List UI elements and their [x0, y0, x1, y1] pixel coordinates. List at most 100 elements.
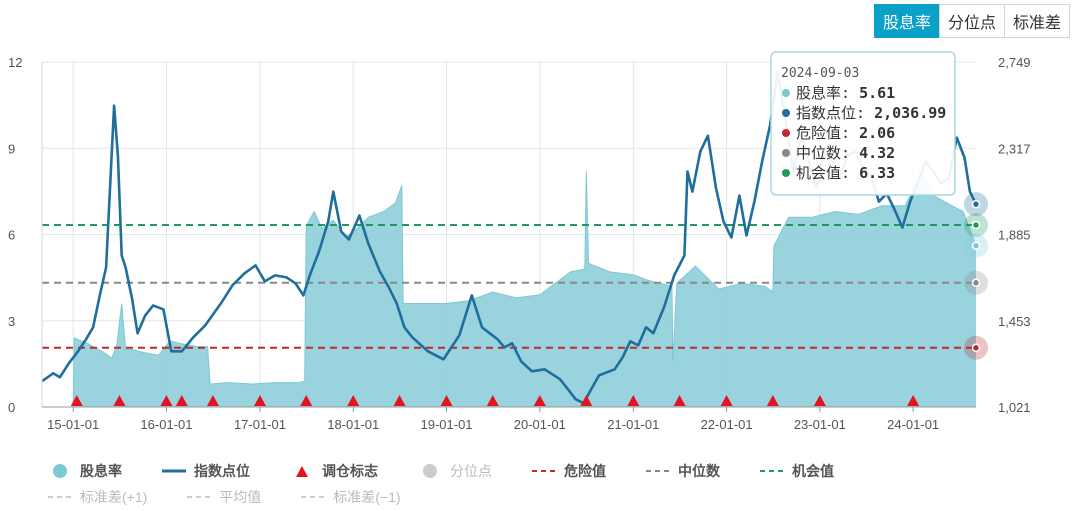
legend-label: 指数点位: [194, 463, 250, 479]
x-tick-label: 23-01-01: [794, 417, 846, 432]
legend-item[interactable]: 分位点: [418, 461, 492, 481]
legend-label: 分位点: [450, 463, 492, 479]
legend-dash-icon: [532, 470, 556, 472]
tooltip-label: 指数点位:: [796, 104, 874, 122]
end-point-markers: [964, 192, 988, 360]
legend-line-icon: [162, 469, 186, 473]
legend-item[interactable]: 调仓标志: [290, 461, 378, 481]
x-tick-label: 22-01-01: [701, 417, 753, 432]
rebalance-marker: [393, 395, 406, 406]
y-right-tick-label: 1,885: [998, 228, 1031, 243]
median-end-point: [971, 278, 981, 288]
legend-dash-icon: [646, 470, 670, 472]
y-left-tick-label: 0: [8, 400, 15, 415]
x-tick-label: 24-01-01: [887, 417, 939, 432]
legend-dash-icon: [760, 470, 784, 472]
dividend-yield-edge: [72, 170, 977, 408]
legend-item[interactable]: 机会值: [760, 461, 834, 481]
legend-label: 标准差(−1): [333, 489, 401, 505]
y-left-tick-label: 3: [8, 314, 15, 329]
legend-label: 危险值: [564, 463, 606, 479]
legend-item[interactable]: 标准差(−1): [301, 487, 401, 507]
rebalance-marker: [253, 395, 266, 406]
tooltip-dot: [782, 129, 790, 137]
rebalance-marker: [300, 395, 313, 406]
tooltip-dot: [782, 109, 790, 117]
x-tick-label: 15-01-01: [47, 417, 99, 432]
tooltip-row: 中位数: 4.32: [796, 144, 895, 162]
legend-item[interactable]: 指数点位: [162, 461, 250, 481]
rebalance-marker: [175, 395, 188, 406]
legend-item[interactable]: 危险值: [532, 461, 606, 481]
tooltip-value: 2.06: [859, 124, 895, 142]
rebalance-markers: [70, 395, 920, 406]
legend-label: 中位数: [678, 463, 720, 479]
rebalance-marker: [907, 395, 920, 406]
dividend-yield-area: [72, 170, 977, 408]
rebalance-marker: [347, 395, 360, 406]
tooltip: 2024-09-03 股息率: 5.61 指数点位: 2,036.99 危险值: 2.…: [770, 51, 956, 196]
y-right-tick-label: 1,021: [998, 400, 1031, 415]
opportunity-end-point: [971, 220, 981, 230]
dividend-yield-chart[interactable]: 0 3 6 9 12 1,021 1,453 1,885 2,317 2,749 15-01-01 1…: [0, 0, 1080, 455]
rebalance-marker: [673, 395, 686, 406]
tooltip-dot: [782, 149, 790, 157]
tab-dividend-yield[interactable]: 股息率: [873, 4, 940, 38]
tooltip-label: 中位数:: [796, 144, 859, 162]
y-right-tick-label: 2,317: [998, 141, 1031, 156]
axes: 0 3 6 9 12 1,021 1,453 1,885 2,317 2,749 15-01-01 1…: [8, 55, 1031, 432]
rebalance-marker: [113, 395, 126, 406]
tooltip-value: 2,036.99: [874, 104, 946, 122]
tab-percentile[interactable]: 分位点: [938, 4, 1005, 38]
tooltip-box: [770, 51, 956, 196]
rebalance-marker: [440, 395, 453, 406]
x-tick-label: 21-01-01: [607, 417, 659, 432]
legend-item[interactable]: 平均值: [187, 487, 261, 507]
legend-row-2: 标准差(+1) 平均值 标准差(−1): [48, 484, 1048, 510]
rebalance-marker: [206, 395, 219, 406]
rebalance-marker: [580, 395, 593, 406]
legend-label: 调仓标志: [322, 463, 378, 479]
tooltip-label: 危险值:: [796, 124, 859, 142]
tooltip-value: 5.61: [859, 84, 895, 102]
y-left-tick-label: 9: [8, 141, 15, 156]
rebalance-marker: [813, 395, 826, 406]
legend-item[interactable]: 中位数: [646, 461, 720, 481]
legend-item[interactable]: 股息率: [48, 461, 122, 481]
legend-dash-icon: [187, 496, 212, 498]
tooltip-row: 机会值: 6.33: [796, 164, 895, 182]
tooltip-row: 股息率: 5.61: [796, 84, 895, 102]
tab-std-dev[interactable]: 标准差: [1003, 4, 1070, 38]
legend-dash-icon: [301, 496, 326, 498]
danger-end-point: [971, 343, 981, 353]
tooltip-label: 股息率:: [796, 84, 859, 102]
tooltip-dot: [782, 89, 790, 97]
tooltip-value: 6.33: [859, 164, 895, 182]
x-tick-label: 19-01-01: [420, 417, 472, 432]
legend-row-1: 股息率 指数点位 调仓标志 分位点 危险值 中位数 机会值: [48, 458, 1048, 484]
y-right-tick-label: 2,749: [998, 55, 1031, 70]
legend-circle-icon: [53, 464, 67, 478]
x-tick-label: 18-01-01: [327, 417, 379, 432]
tooltip-dot: [782, 169, 790, 177]
legend-dash-icon: [48, 496, 72, 498]
legend-circle-icon: [423, 464, 437, 478]
tooltip-row: 指数点位: 2,036.99: [796, 104, 946, 122]
x-tick-label: 20-01-01: [514, 417, 566, 432]
legend-item[interactable]: 标准差(+1): [48, 487, 147, 507]
x-tick-label: 16-01-01: [140, 417, 192, 432]
rebalance-marker: [70, 395, 83, 406]
rebalance-marker: [533, 395, 546, 406]
legend-label: 平均值: [219, 489, 262, 505]
y-left-tick-label: 12: [8, 55, 22, 70]
legend: 股息率 指数点位 调仓标志 分位点 危险值 中位数 机会值 标准差(+1) 平均值 标准差(−1…: [48, 458, 1048, 510]
rebalance-marker: [486, 395, 499, 406]
legend-label: 股息率: [80, 463, 122, 479]
legend-label: 标准差(+1): [80, 489, 148, 505]
tooltip-label: 机会值:: [796, 164, 859, 182]
tooltip-row: 危险值: 2.06: [796, 124, 895, 142]
rebalance-marker: [766, 395, 779, 406]
dividend-yield-fill: [73, 171, 976, 407]
metric-tabs: 股息率 分位点 标准差: [873, 4, 1070, 38]
legend-triangle-icon: [296, 466, 308, 477]
